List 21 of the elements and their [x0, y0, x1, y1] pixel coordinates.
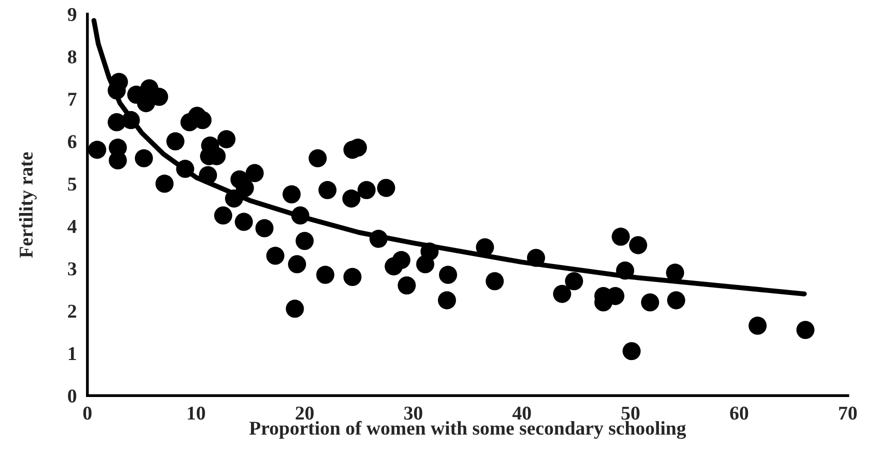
y-tick-label: 7	[68, 92, 77, 106]
y-tick-label: 0	[68, 389, 76, 403]
y-axis-title: Fertility rate	[19, 152, 37, 258]
x-tick-label: 0	[83, 406, 92, 420]
x-tick-label: 60	[730, 406, 748, 420]
y-tick-label: 2	[68, 304, 76, 318]
y-tick-label: 6	[68, 135, 76, 148]
y-tick-label: 4	[68, 220, 77, 233]
y-tick-label: 3	[68, 262, 76, 276]
line-series	[91, 18, 807, 296]
x-tick-label: 30	[404, 406, 422, 420]
y-tick-label: 9	[68, 8, 76, 22]
x-tick-label: 10	[188, 406, 206, 420]
x-tick-label: 50	[622, 406, 640, 420]
x-axis-title: Proportion of women with some secondary schooling	[249, 420, 686, 439]
y-tick-label: 1	[68, 347, 76, 360]
x-tick-label: 20	[296, 406, 314, 420]
y-tick-label: 5	[68, 178, 76, 191]
x-tick-label: 70	[839, 406, 857, 420]
y-tick-label: 8	[68, 50, 76, 64]
x-tick-label: 40	[512, 406, 531, 420]
